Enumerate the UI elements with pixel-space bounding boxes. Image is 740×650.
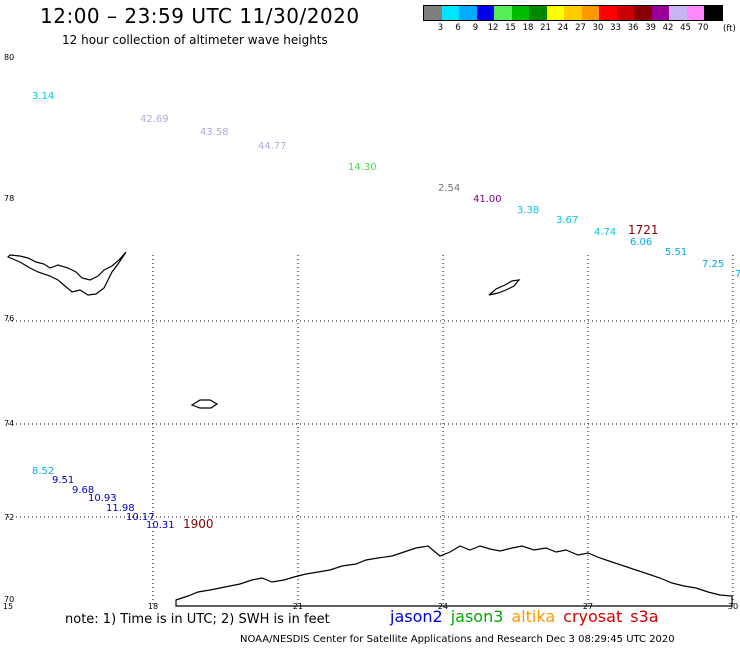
legend-label: 42 [662,23,674,33]
satellite-cryosat: cryosat [563,607,623,626]
coastline [6,251,733,607]
satellite-jason2: jason2 [390,607,443,626]
longitude-label: 30 [728,602,738,611]
wave-height-label: 4.74 [594,227,616,238]
wave-height-label: 7.25 [702,259,724,270]
wave-height-label: 43.58 [200,127,229,138]
legend-label: 33 [610,23,621,33]
legend-label: 30 [592,23,604,33]
wave-height-label: 3.67 [556,215,578,226]
wave-height-label: 6.06 [630,237,652,248]
longitude-label: 21 [293,602,303,611]
latitude-label: 72 [4,513,14,522]
legend-label: 9 [472,23,479,33]
wave-height-label: 5.51 [665,247,687,258]
note-text: note: 1) Time is in UTC; 2) SWH is in fe… [65,612,330,627]
longitude-label: 24 [438,602,448,611]
wave-height-label: 3.38 [517,205,539,216]
legend-label: 36 [627,23,639,33]
wave-height-label: 41.00 [473,194,502,205]
legend-swatch-1 [441,6,459,20]
satellite-jason3: jason3 [450,607,504,626]
wave-height-label: 11.98 [106,503,135,514]
legend-label: 45 [680,23,691,33]
legend-swatch-6 [529,6,547,20]
graticule [8,255,740,605]
legend-swatch-8 [564,6,582,20]
land-norway-coast [175,545,733,607]
longitude-label: 15 [3,602,13,611]
latitude-label: 74 [4,419,14,428]
legend-swatch-4 [494,6,512,20]
satellite-s3a: s3a [630,607,659,626]
legend-label: 70 [697,23,709,33]
wave-height-label: 44.77 [258,141,287,152]
wave-height-label: 2.54 [438,183,460,194]
latitude-label: 70 [4,595,14,604]
legend-label: 15 [505,23,516,33]
legend-label: 39 [645,23,656,33]
legend-swatch-2 [459,6,477,20]
legend-unit: (ft) [723,24,736,34]
latitude-label: 80 [4,53,14,62]
wave-height-label: 10.31 [146,520,175,531]
legend-swatch-11 [616,6,634,20]
latitude-label: 78 [4,194,14,203]
longitude-label: 27 [583,602,593,611]
legend-swatch-3 [476,6,494,20]
latitude-label: 76 [4,314,14,323]
satellite-altika: altika [511,607,556,626]
legend-label: 27 [575,23,586,33]
legend-swatch-0 [424,6,442,20]
legend-label: 18 [522,23,534,33]
legend-swatch-7 [546,6,564,20]
page-title: 12:00 – 23:59 UTC 11/30/2020 [40,4,360,28]
wave-height-label: 10.17 [126,512,155,523]
wave-height-label: 14.30 [348,162,377,173]
legend-swatch-15 [686,6,704,20]
wave-height-label: 7 [735,269,740,280]
legend-swatch-5 [511,6,529,20]
legend-label: 21 [540,23,551,33]
color-legend: 3 6 9 12 15 18 21 24 27 30 33 36 39 42 45 70 (ft) [423,5,736,35]
land-svalbard [6,251,127,296]
legend-label: 24 [557,23,569,33]
legend-label: 12 [487,23,499,33]
legend-swatches [423,5,723,21]
wave-height-label: 42.69 [140,114,169,125]
land-islet-east [488,279,521,296]
wave-height-label: 1900 [183,517,214,531]
legend-swatch-13 [651,6,669,20]
legend-swatch-16 [704,6,722,20]
legend-labels: 3 6 9 12 15 18 21 24 27 30 33 36 39 42 45 70 [423,21,723,35]
wave-height-label: 3.14 [32,91,54,102]
land-bear-island [190,399,219,409]
footer-credit: NOAA/NESDIS Center for Satellite Applica… [240,634,675,645]
legend-swatch-14 [669,6,687,20]
legend-label: 6 [455,23,461,33]
legend-swatch-12 [634,6,652,20]
page-subtitle: 12 hour collection of altimeter wave hei… [62,33,328,47]
legend-swatch-10 [599,6,617,20]
longitude-label: 18 [148,602,158,611]
wave-height-label: 9.68 [72,485,94,496]
wave-height-label: 8.52 [32,466,54,477]
satellite-legend: jason2 jason3 altika cryosat s3a [390,607,667,626]
wave-height-label: 10.93 [88,493,117,504]
legend-label: 3 [437,23,444,33]
wave-height-label: 1721 [628,223,659,237]
legend-swatch-9 [581,6,599,20]
wave-height-label: 9.51 [52,475,74,486]
